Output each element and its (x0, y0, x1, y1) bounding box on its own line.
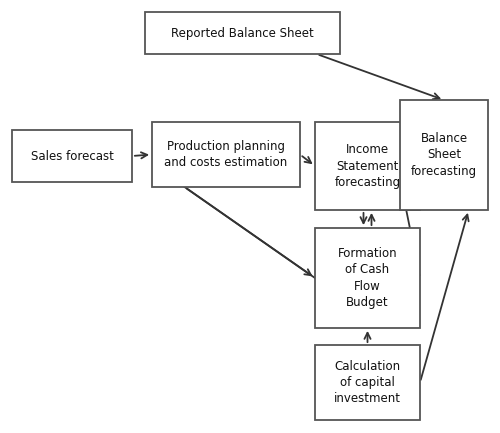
Text: Balance
Sheet
forecasting: Balance Sheet forecasting (411, 132, 477, 178)
Bar (152, 122, 300, 187)
Text: Income
Statement
forecasting: Income Statement forecasting (334, 143, 400, 189)
Bar (315, 228, 420, 328)
Text: Calculation
of capital
investment: Calculation of capital investment (334, 359, 401, 405)
Bar (315, 345, 420, 420)
Bar (315, 122, 420, 210)
Bar (145, 12, 340, 54)
Text: Sales forecast: Sales forecast (30, 149, 114, 162)
Bar (12, 130, 132, 182)
Text: Formation
of Cash
Flow
Budget: Formation of Cash Flow Budget (338, 247, 398, 309)
Text: Production planning
and costs estimation: Production planning and costs estimation (164, 140, 288, 169)
Bar (400, 100, 488, 210)
Text: Reported Balance Sheet: Reported Balance Sheet (171, 26, 314, 39)
